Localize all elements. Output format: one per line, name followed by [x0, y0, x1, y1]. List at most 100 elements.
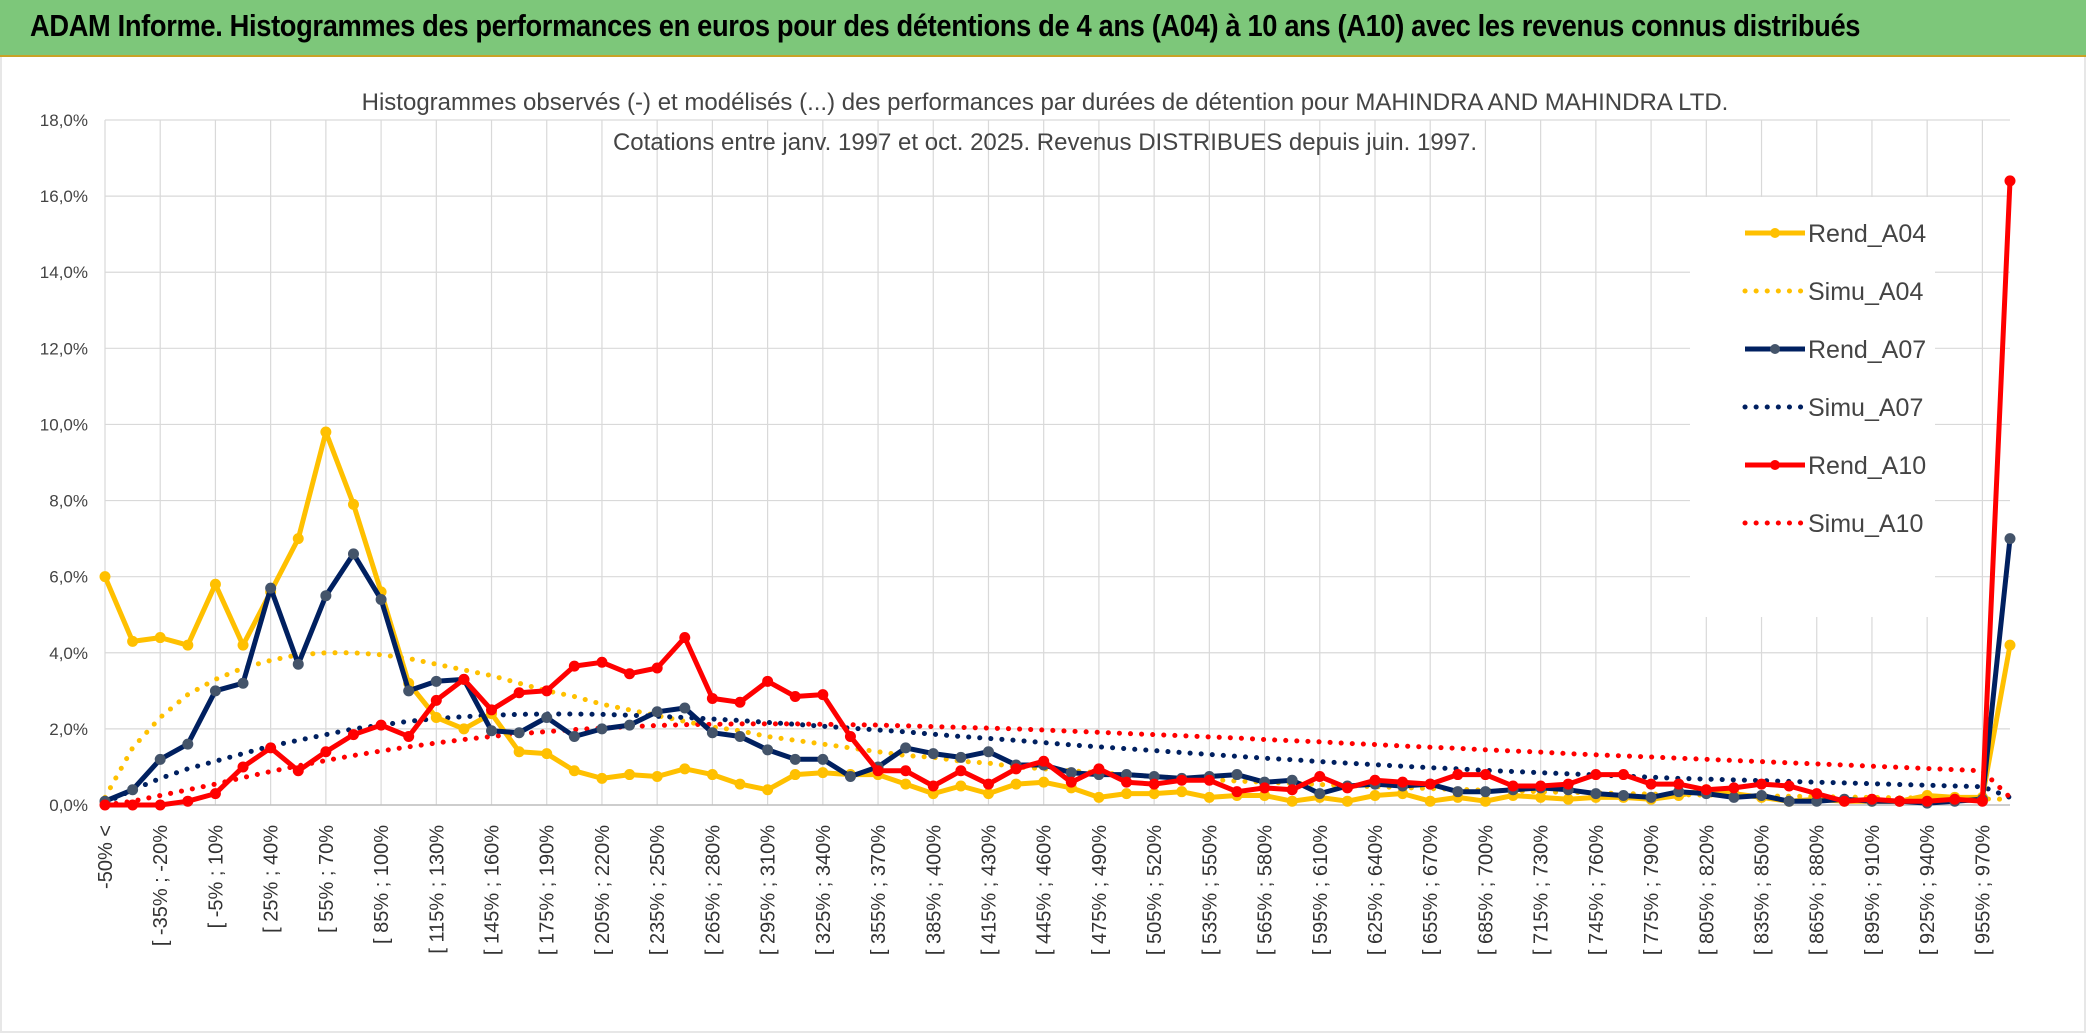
- data-point-rend_a10: [817, 689, 829, 701]
- data-point-rend_a04: [1203, 791, 1215, 803]
- data-point-rend_a10: [2004, 175, 2016, 187]
- data-point-rend_a07: [982, 746, 994, 758]
- y-tick-label: 10,0%: [40, 415, 88, 434]
- data-point-rend_a10: [430, 694, 442, 706]
- x-tick-label: [ 265% ; 280%: [702, 825, 724, 955]
- data-point-rend_a10: [1286, 784, 1298, 796]
- data-point-rend_a04: [982, 788, 994, 800]
- data-point-rend_a04: [1010, 778, 1022, 790]
- data-point-rend_a07: [265, 582, 277, 594]
- data-point-rend_a04: [458, 723, 470, 735]
- x-tick-label: [ 25% ; 40%: [261, 825, 283, 933]
- data-point-rend_a10: [982, 778, 994, 790]
- data-point-rend_a10: [1369, 774, 1381, 786]
- data-point-rend_a10: [1673, 778, 1685, 790]
- data-point-rend_a04: [734, 778, 746, 790]
- data-point-rend_a10: [596, 656, 608, 668]
- x-tick-label: [ 445% ; 460%: [1034, 825, 1056, 955]
- x-tick-label: [ 505% ; 520%: [1144, 825, 1166, 955]
- series-line-simu_a04: [102, 650, 2013, 802]
- data-point-rend_a10: [1921, 795, 1933, 807]
- x-tick-label: [ 55% ; 70%: [316, 825, 338, 933]
- data-point-rend_a04: [430, 711, 442, 723]
- data-point-rend_a10: [1535, 780, 1547, 792]
- data-point-rend_a07: [486, 725, 498, 737]
- data-point-rend_a10: [1038, 755, 1050, 767]
- data-point-rend_a07: [1756, 789, 1768, 801]
- data-point-rend_a04: [513, 746, 525, 758]
- data-point-rend_a10: [927, 780, 939, 792]
- data-point-rend_a04: [292, 533, 304, 545]
- data-point-rend_a10: [1838, 795, 1850, 807]
- data-point-rend_a10: [1507, 780, 1519, 792]
- data-point-rend_a04: [320, 426, 332, 438]
- data-point-rend_a10: [1645, 778, 1657, 790]
- x-tick-label: [ 85% ; 100%: [371, 825, 393, 944]
- x-tick-label: [ 355% ; 370%: [868, 825, 890, 955]
- data-point-rend_a07: [237, 677, 249, 689]
- x-tick-label: [ 805% ; 820%: [1696, 825, 1718, 955]
- data-point-rend_a10: [237, 761, 249, 773]
- data-point-rend_a10: [1314, 770, 1326, 782]
- data-point-rend_a07: [817, 753, 829, 765]
- x-tick-label: [ 235% ; 250%: [647, 825, 669, 955]
- data-point-rend_a10: [1176, 774, 1188, 786]
- data-point-rend_a07: [347, 548, 359, 560]
- data-point-rend_a04: [955, 780, 967, 792]
- data-point-rend_a04: [817, 767, 829, 779]
- data-point-rend_a04: [99, 571, 111, 583]
- data-point-rend_a04: [541, 748, 553, 760]
- data-point-rend_a04: [1148, 788, 1160, 800]
- data-point-rend_a07: [209, 685, 221, 697]
- series-line-simu_a07: [102, 711, 2013, 806]
- data-point-rend_a07: [734, 731, 746, 742]
- data-point-rend_a10: [679, 632, 691, 644]
- data-point-rend_a10: [1479, 769, 1491, 781]
- data-point-rend_a04: [127, 635, 139, 647]
- data-point-rend_a10: [1894, 795, 1906, 807]
- data-point-rend_a10: [1756, 778, 1768, 790]
- data-point-rend_a10: [1617, 769, 1629, 781]
- data-point-rend_a07: [1452, 786, 1464, 798]
- data-point-rend_a07: [679, 702, 691, 714]
- legend-box: [1690, 197, 1935, 617]
- data-point-rend_a04: [154, 632, 166, 644]
- data-point-rend_a07: [1479, 786, 1491, 798]
- x-tick-label: [ 295% ; 310%: [758, 825, 780, 955]
- data-point-rend_a07: [927, 748, 939, 760]
- data-point-rend_a07: [955, 751, 967, 763]
- data-point-rend_a07: [900, 742, 912, 754]
- legend-marker: [1770, 344, 1780, 354]
- data-point-rend_a07: [1286, 774, 1298, 786]
- data-point-rend_a04: [651, 770, 663, 782]
- data-point-rend_a04: [1176, 786, 1188, 798]
- data-point-rend_a10: [651, 662, 663, 674]
- data-point-rend_a07: [568, 731, 580, 742]
- data-point-rend_a10: [375, 719, 387, 731]
- data-point-rend_a04: [1369, 789, 1381, 801]
- data-point-rend_a04: [1286, 795, 1298, 807]
- series: [99, 175, 2016, 811]
- data-point-rend_a07: [1617, 789, 1629, 801]
- x-axis: -50% < [ -35% ; -20% [ -5% ; 10% [ 25% ; 40…: [95, 825, 1994, 955]
- data-point-rend_a10: [734, 696, 746, 708]
- data-point-rend_a10: [900, 765, 912, 777]
- data-point-rend_a07: [182, 738, 194, 750]
- data-point-rend_a10: [292, 765, 304, 777]
- legend-label: Simu_A04: [1808, 278, 1923, 306]
- data-point-rend_a10: [265, 742, 277, 754]
- data-point-rend_a04: [679, 763, 691, 775]
- chart-title: Histogrammes observés (-) et modélisés (…: [362, 89, 1729, 116]
- data-point-rend_a04: [1479, 795, 1491, 807]
- data-point-rend_a07: [513, 727, 525, 739]
- data-point-rend_a04: [2004, 639, 2016, 651]
- x-tick-label: [ 565% ; 580%: [1255, 825, 1277, 955]
- data-point-rend_a07: [2004, 533, 2016, 545]
- x-tick-label: [ 115% ; 130%: [426, 825, 448, 954]
- data-point-rend_a04: [789, 769, 801, 781]
- y-tick-label: 6,0%: [49, 568, 88, 587]
- x-tick-label: [ 925% ; 940%: [1917, 825, 1939, 955]
- x-tick-label: [ 415% ; 430%: [978, 825, 1000, 955]
- data-point-rend_a10: [762, 675, 774, 687]
- data-point-rend_a10: [1562, 778, 1574, 790]
